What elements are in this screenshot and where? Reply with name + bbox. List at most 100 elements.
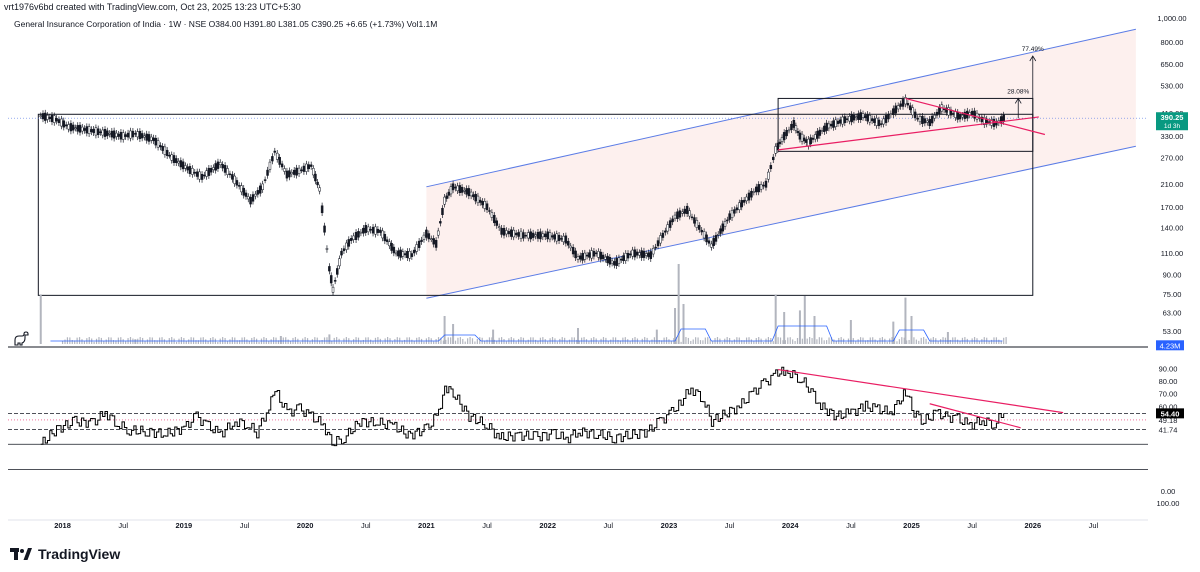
candle-body <box>460 186 464 193</box>
time-axis-tick: Jul <box>1089 521 1099 530</box>
volume-bar <box>319 340 321 344</box>
volume-bar <box>940 339 942 344</box>
candle-body <box>710 243 713 248</box>
volume-bar <box>207 341 209 344</box>
price-axis-tick: 140.00 <box>1161 223 1184 232</box>
candle-body <box>214 163 217 171</box>
volume-bar <box>386 337 389 344</box>
target-arrowhead <box>1014 97 1022 104</box>
candle-body <box>152 137 155 142</box>
volume-bar <box>163 339 166 344</box>
volume-bar <box>476 338 478 344</box>
channel-lower-line <box>426 145 1136 299</box>
volume-bar <box>309 341 311 344</box>
candle-body <box>179 160 183 168</box>
volume-bar <box>171 337 173 344</box>
candle-body <box>505 230 508 235</box>
candle-body <box>103 129 107 137</box>
volume-bar <box>304 337 306 344</box>
candle-body <box>764 180 768 188</box>
volume-bar <box>353 339 355 344</box>
candle-body <box>67 124 70 130</box>
candle-body <box>938 107 941 115</box>
candle-body <box>256 190 260 195</box>
candle-body <box>740 200 743 208</box>
volume-bar <box>202 337 204 344</box>
volume-bar <box>486 339 488 344</box>
volume-bar <box>821 337 823 344</box>
candle-body <box>397 250 400 257</box>
target-label: 28.08% <box>1007 88 1029 95</box>
candle-body <box>970 110 974 115</box>
triangle-trendline <box>778 116 1039 151</box>
candle-body <box>198 171 201 180</box>
candle-body <box>195 171 199 177</box>
volume-bar <box>188 339 190 344</box>
volume-bar <box>362 339 364 344</box>
candle-body <box>497 226 501 228</box>
volume-bar <box>81 339 83 344</box>
candle-body <box>374 226 377 235</box>
candle-body <box>980 116 984 123</box>
candle-body <box>916 117 919 120</box>
candle-body <box>951 113 955 115</box>
volume-bar <box>947 340 949 344</box>
candle-body <box>594 252 598 255</box>
candle-body <box>823 125 826 132</box>
candle-body <box>430 238 433 240</box>
candle-body <box>472 194 475 198</box>
volume-bar <box>156 340 158 344</box>
volume-bar <box>166 341 168 344</box>
candle-body <box>320 205 324 214</box>
volume-bar <box>867 340 869 344</box>
volume-bar <box>678 338 680 344</box>
candle-body <box>854 116 858 119</box>
candle-body <box>683 208 686 214</box>
volume-bar <box>978 341 981 344</box>
candle-body <box>963 111 967 119</box>
volume-bar <box>125 341 127 344</box>
candle-body <box>606 255 609 264</box>
volume-bar <box>685 337 687 344</box>
candle-body <box>769 165 773 170</box>
candle-body <box>529 231 532 240</box>
volume-bar <box>658 340 660 344</box>
volume-bar <box>379 338 381 344</box>
candle-body <box>807 138 810 147</box>
candle-body <box>716 233 720 236</box>
candle-body <box>550 235 554 238</box>
volume-bar <box>403 339 406 344</box>
candle-body <box>244 192 248 197</box>
candle-body <box>71 124 75 131</box>
volume-bar <box>809 337 811 344</box>
tradingview-brand[interactable]: TradingView <box>10 546 120 562</box>
volume-bar <box>779 337 782 344</box>
candle-body <box>811 137 815 140</box>
volume-bar <box>772 341 774 344</box>
price-axis-tick: 170.00 <box>1161 203 1184 212</box>
rsi-badge <box>1156 408 1184 419</box>
volume-bar <box>942 337 944 344</box>
candle-body <box>352 235 355 240</box>
volume-bar <box>988 340 990 344</box>
volume-bar <box>270 339 272 344</box>
channel-upper-line <box>426 28 1136 188</box>
volume-bar <box>452 324 455 344</box>
candle-body <box>688 210 691 217</box>
candle-body <box>661 232 665 238</box>
candle-body <box>136 131 139 138</box>
rsi-axis-tick: 70.00 <box>1159 390 1178 399</box>
volume-bar <box>154 340 156 344</box>
volume-bar <box>783 312 786 344</box>
volume-bar <box>830 337 833 344</box>
candle-body <box>454 186 457 189</box>
volume-bar <box>577 328 579 344</box>
candle-body <box>848 116 851 122</box>
candle-body <box>601 254 605 260</box>
volume-bar <box>803 296 806 344</box>
candle-body <box>961 114 964 118</box>
candle-body <box>345 242 348 250</box>
candle-body <box>87 126 91 134</box>
volume-bar <box>619 340 622 344</box>
